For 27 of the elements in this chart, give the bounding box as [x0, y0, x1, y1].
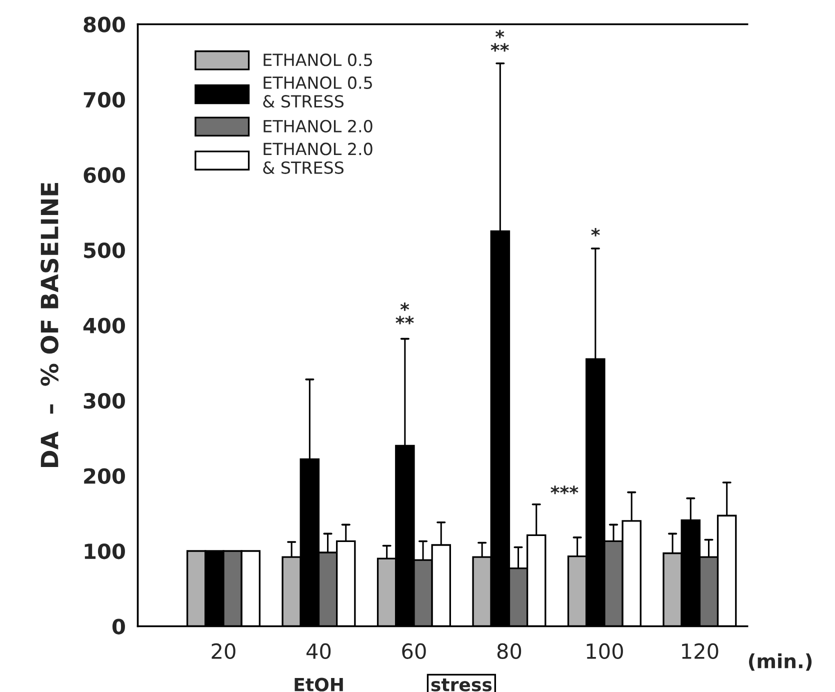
text: EtOH	[294, 678, 343, 692]
annotation: *	[591, 228, 600, 236]
y-tick-label: 800	[84, 16, 125, 32]
legend-label: ETHANOL 2.0	[264, 120, 372, 132]
x-axis-title: (min.)	[748, 653, 812, 671]
x-tick-label: 20	[212, 643, 236, 660]
y-tick-label: 200	[84, 468, 125, 484]
y-tick-label: 400	[83, 318, 125, 334]
x-tick-label: 100	[586, 643, 623, 660]
text: stress	[431, 678, 492, 692]
annotation: * **	[396, 302, 414, 324]
legend-label: ETHANOL 0.5 & STRESS	[263, 76, 372, 108]
x-tick-label: 60	[402, 643, 426, 660]
annotation: ***	[550, 486, 578, 494]
legend-label: ETHANOL 0.5	[264, 54, 372, 66]
y-tick-label: 300	[84, 392, 125, 409]
y-tick-label: 100	[84, 543, 125, 560]
y-tick-label: 700	[84, 92, 125, 108]
y-axis-title: DA – % OF BASELINE	[40, 182, 58, 468]
legend-label: ETHANOL 2.0 & STRESS	[263, 142, 372, 174]
x-tick-label: 120	[682, 643, 718, 660]
annotation: * **	[490, 30, 509, 52]
y-tick-label: 500	[84, 242, 125, 258]
x-tick-label: 80	[497, 643, 522, 660]
y-tick-label: 600	[84, 167, 125, 183]
y-tick-label: 0	[112, 618, 125, 634]
x-tick-label: 40	[306, 643, 331, 660]
